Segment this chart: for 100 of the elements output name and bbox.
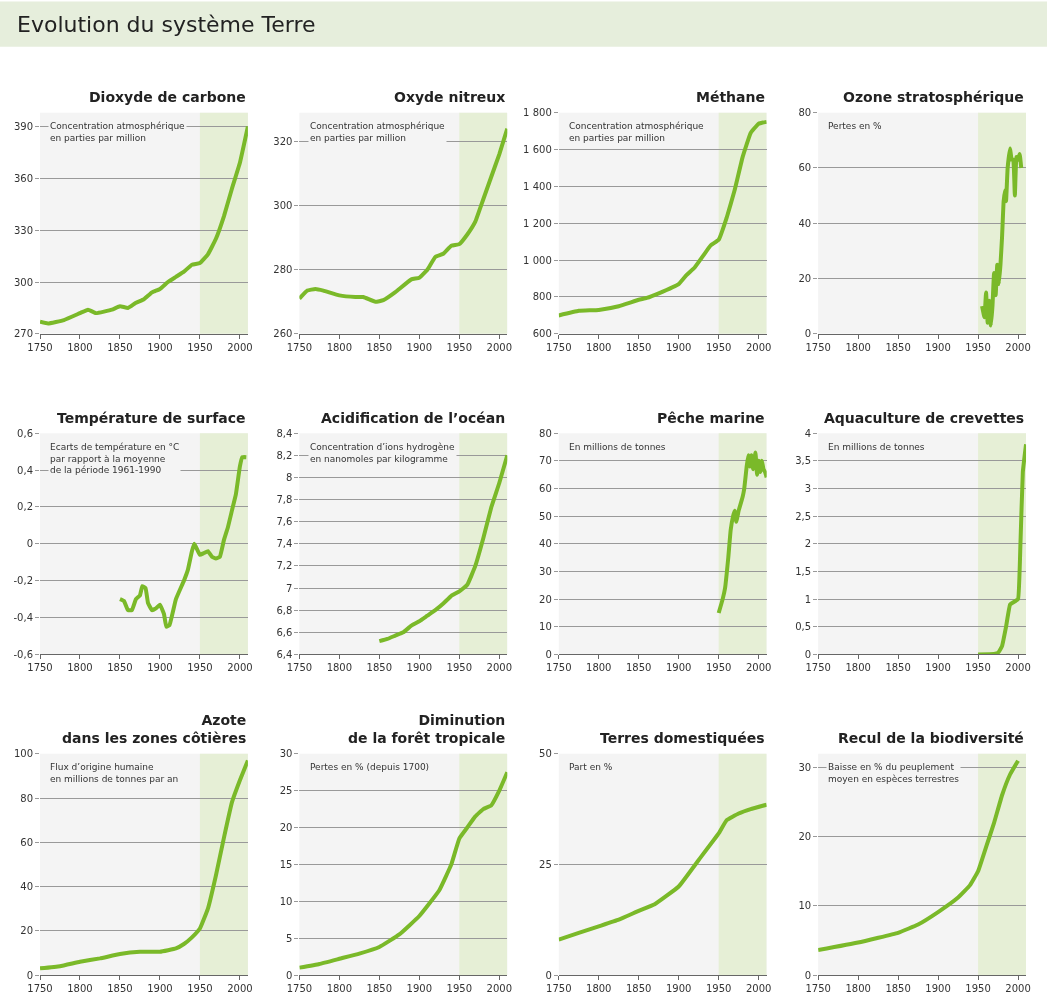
y-tick-label: 270: [13, 328, 33, 340]
y-tick-label: 100: [13, 748, 33, 760]
chart-title: Aquaculture de crevettes: [824, 410, 1025, 426]
y-tick-label: 60: [798, 162, 812, 174]
line-series: [980, 146, 1024, 328]
x-tick-label: 1800: [67, 341, 93, 353]
x-tick-label: 1750: [27, 983, 53, 994]
y-tick-label: 6,6: [276, 626, 293, 638]
y-tick-label: 10: [279, 895, 293, 907]
x-tick-label: 1750: [546, 662, 572, 674]
x-tick-label: 2000: [486, 983, 513, 994]
x-tick-label: 1800: [326, 983, 353, 994]
x-tick-label: 1750: [546, 983, 572, 994]
annotation: Ecarts de température en °C par rapport à la moyenne de la période 1961-1990: [50, 442, 180, 476]
x-tick-label: 1850: [107, 341, 133, 353]
annotation: Baisse en % du peuplement moyen en espèces terrestres: [828, 762, 960, 784]
y-tick-label: 280: [273, 264, 293, 276]
y-tick-label: 40: [798, 217, 812, 229]
y-tick-label: 20: [798, 273, 812, 285]
y-tick-label: 2,5: [795, 510, 812, 522]
y-tick-label: 300: [273, 200, 293, 212]
x-tick-label: 1950: [446, 983, 473, 994]
x-tick-label: 2000: [745, 341, 772, 353]
x-tick-label: 1750: [546, 341, 572, 353]
x-tick-label: 1850: [366, 983, 393, 994]
chart-title: Recul de la biodiversité: [838, 730, 1024, 746]
y-tick-label: 50: [539, 748, 552, 760]
y-tick-label: 3,5: [795, 455, 812, 467]
x-tick-label: 1850: [885, 662, 911, 674]
chart-title: Oxyde nitreux: [394, 89, 506, 105]
x-tick-label: 2000: [227, 662, 253, 674]
y-tick-label: 0,6: [17, 427, 33, 439]
x-tick-label: 1900: [147, 662, 173, 674]
x-tick-label: 1750: [805, 983, 831, 994]
x-tick-label: 1800: [586, 662, 612, 674]
y-tick-label: 0: [545, 648, 552, 660]
line-series: [377, 453, 508, 644]
y-tick-label: 300: [13, 276, 33, 288]
x-tick-label: 1900: [147, 341, 173, 353]
x-tick-label: 2000: [486, 341, 513, 353]
x-tick-label: 1800: [845, 341, 871, 353]
chart-title: Diminution de la forêt tropicale: [348, 712, 506, 747]
y-tick-label: 0: [26, 538, 33, 550]
line-series: [818, 758, 1021, 953]
x-tick-label: 1900: [406, 662, 433, 674]
y-tick-label: 0: [804, 969, 812, 981]
annotation: Concentration atmosphérique en parties par million: [50, 121, 186, 143]
x-tick-label: 1800: [326, 662, 353, 674]
y-tick-label: 10: [539, 621, 552, 633]
y-tick-label: -0,2: [13, 575, 33, 587]
x-tick-label: 1750: [286, 662, 313, 674]
annotation: En millions de tonnes: [828, 442, 925, 452]
y-tick-label: 0: [804, 648, 812, 660]
y-tick-label: 10: [798, 900, 812, 912]
y-tick-label: 20: [798, 831, 812, 843]
y-tick-label: 0: [286, 969, 293, 981]
x-tick-label: 1850: [366, 341, 393, 353]
x-tick-label: 1900: [147, 983, 173, 994]
annotation: Flux d’origine humaine en millions de tonnes par an: [50, 762, 179, 784]
x-tick-label: 1950: [187, 983, 213, 994]
x-tick-label: 1900: [925, 983, 951, 994]
y-tick-label: 80: [20, 792, 33, 804]
y-tick-label: 0: [26, 969, 33, 981]
y-tick-label: 800: [532, 291, 552, 303]
x-tick-label: 1750: [27, 662, 53, 674]
x-tick-label: 1900: [665, 983, 692, 994]
x-tick-label: 1750: [805, 341, 831, 353]
y-tick-label: 7,2: [276, 560, 293, 572]
x-tick-label: 1750: [286, 983, 313, 994]
text: Evolution du système Terre: [17, 12, 316, 37]
y-tick-label: 1 600: [523, 144, 552, 156]
y-tick-label: 60: [539, 483, 552, 495]
y-tick-label: 1 400: [523, 180, 552, 192]
x-tick-label: 2000: [745, 983, 772, 994]
x-tick-label: 1850: [885, 341, 911, 353]
x-tick-label: 2000: [745, 662, 772, 674]
y-tick-label: 20: [20, 925, 33, 937]
x-tick-label: 1850: [366, 662, 393, 674]
x-tick-label: 1850: [885, 983, 911, 994]
y-tick-label: 600: [532, 328, 552, 340]
y-tick-label: 50: [539, 510, 552, 522]
x-tick-label: 1950: [187, 662, 213, 674]
y-tick-label: 30: [798, 762, 812, 774]
y-tick-label: 80: [539, 427, 552, 439]
x-tick-label: 1900: [925, 341, 951, 353]
chart-title: Méthane: [696, 89, 765, 105]
x-tick-label: 1850: [625, 662, 652, 674]
y-tick-label: 25: [279, 785, 293, 797]
y-tick-label: 7: [286, 582, 293, 594]
x-tick-label: 1950: [965, 341, 991, 353]
y-tick-label: 20: [279, 822, 293, 834]
y-tick-label: 6,8: [276, 604, 293, 616]
x-tick-label: 1850: [625, 983, 652, 994]
x-tick-label: 1800: [586, 341, 612, 353]
x-tick-label: 1800: [67, 983, 93, 994]
y-tick-label: -0,4: [13, 612, 33, 624]
y-tick-label: 80: [798, 107, 812, 119]
y-tick-label: 1 800: [523, 107, 552, 119]
annotation: Concentration atmosphérique en parties par million: [310, 121, 446, 143]
y-tick-label: 8,4: [276, 427, 293, 439]
